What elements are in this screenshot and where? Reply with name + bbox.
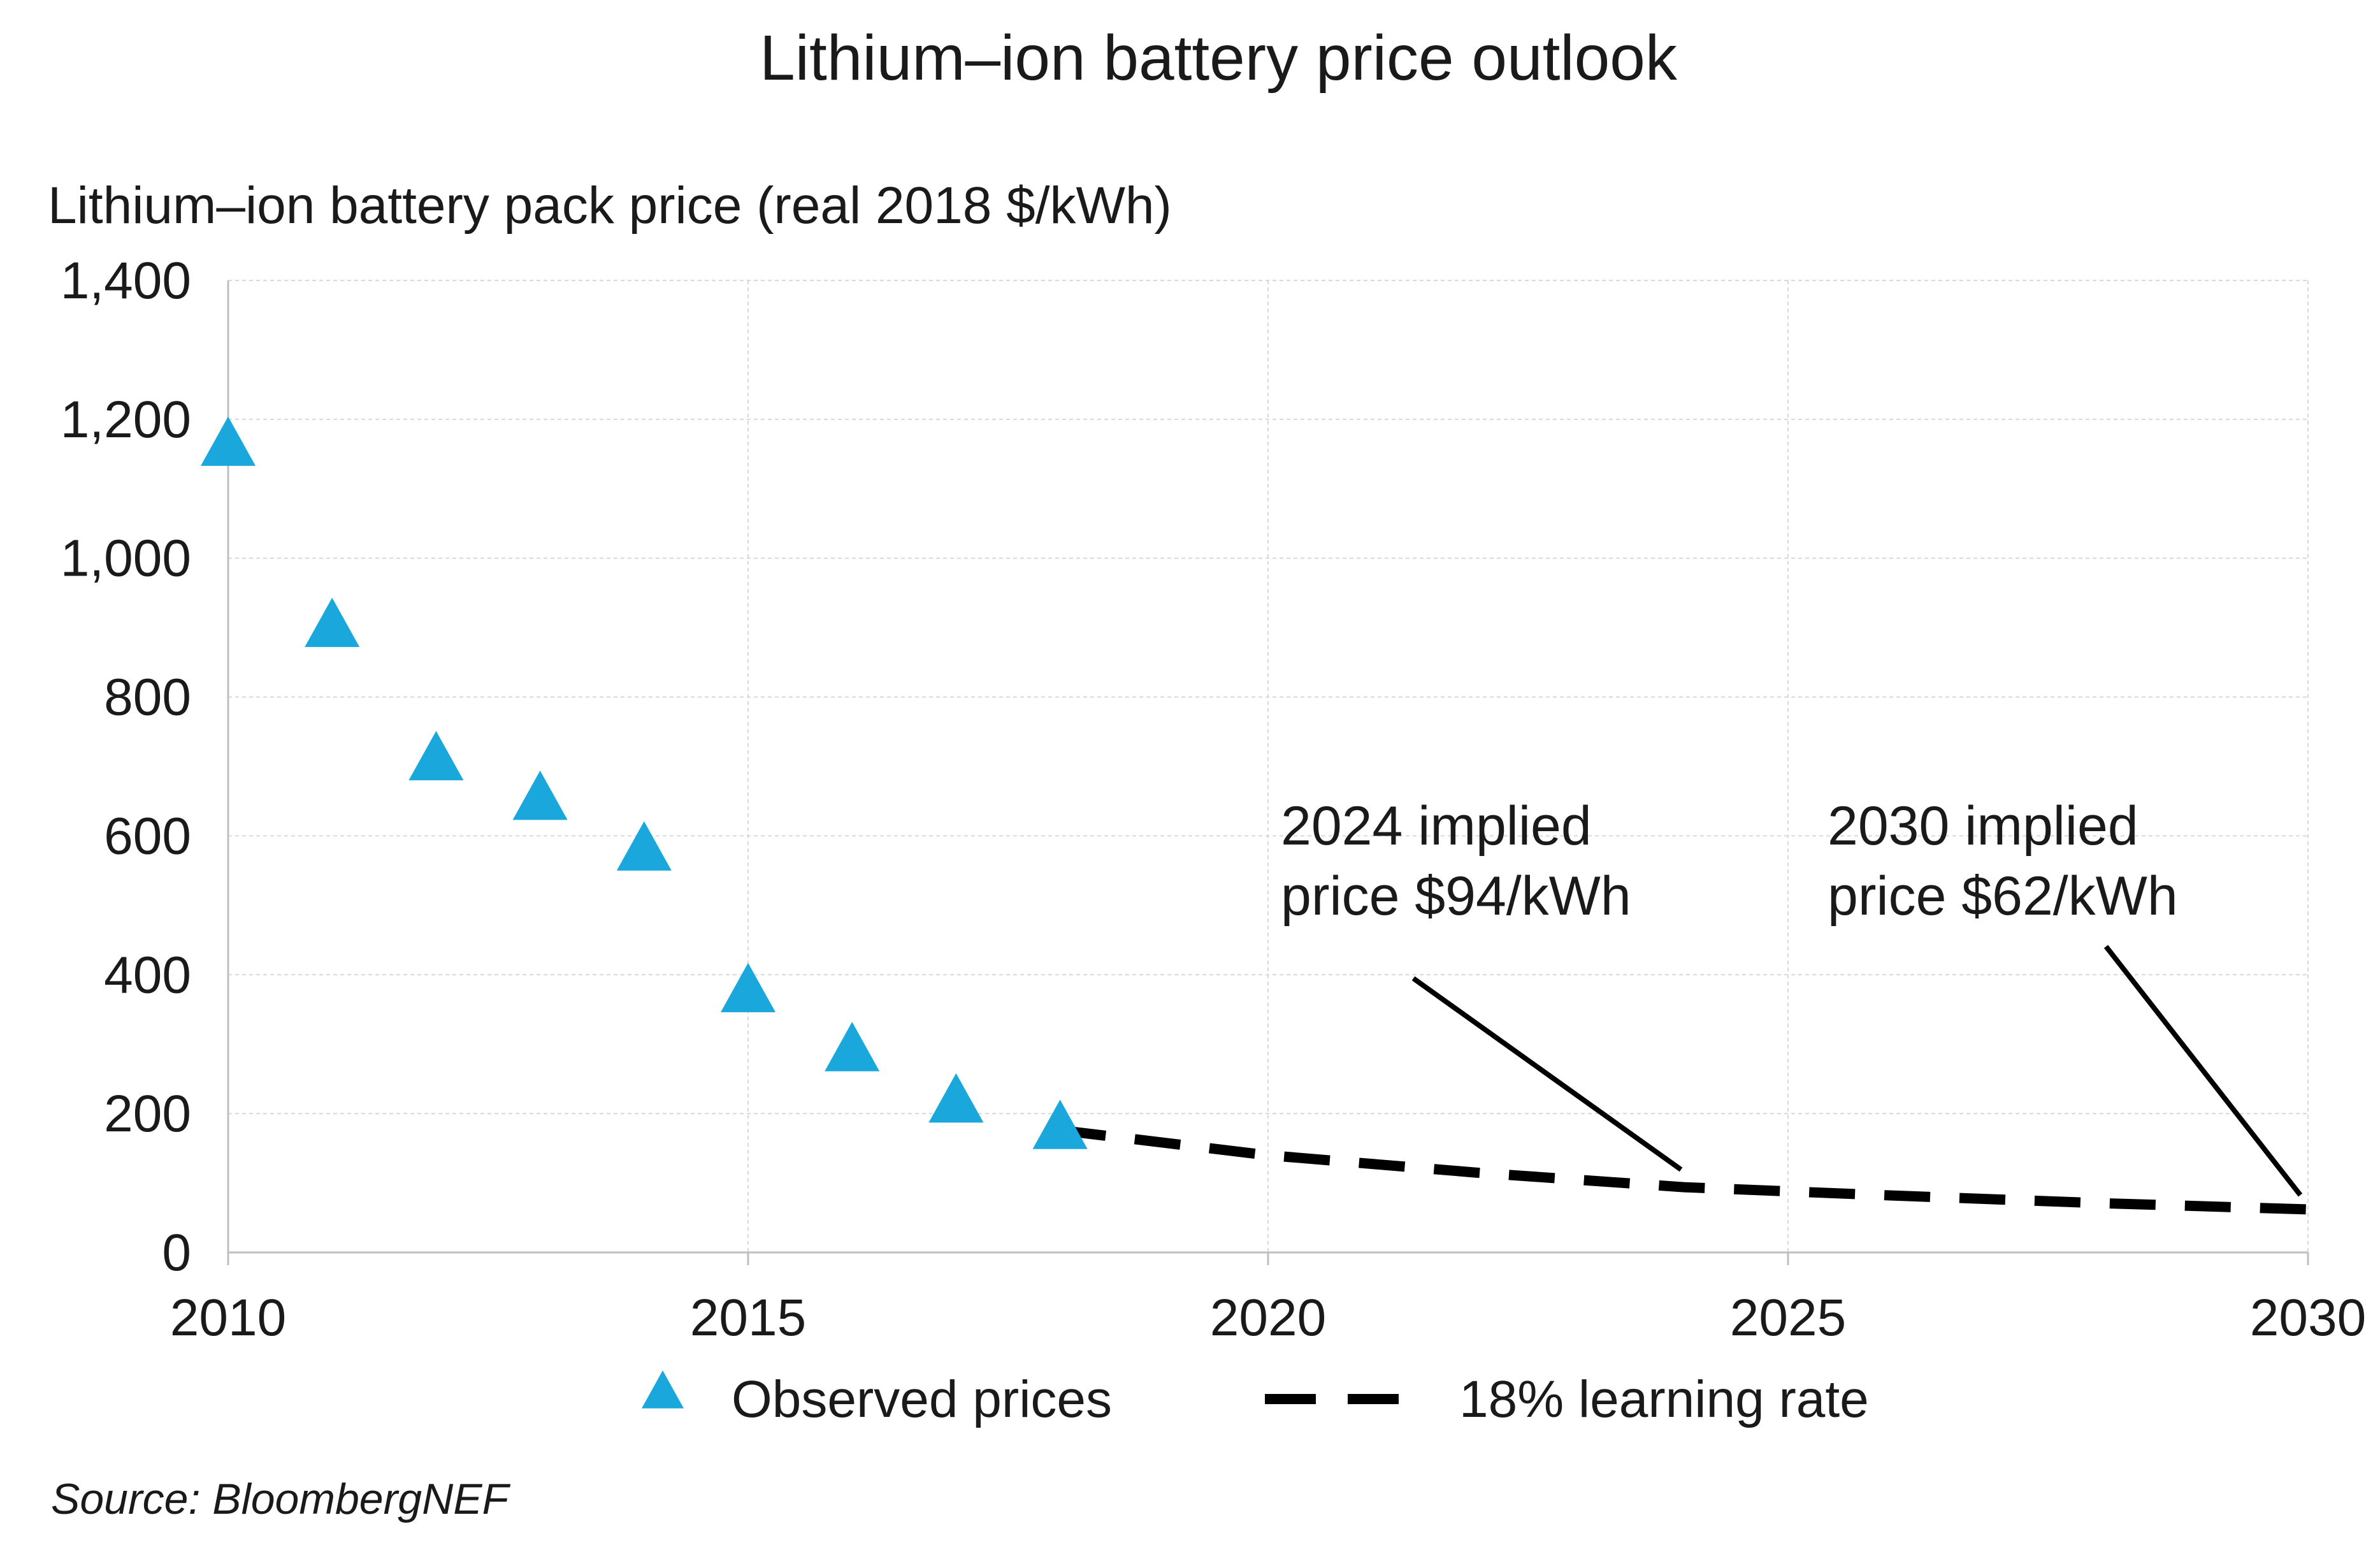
- grid: [228, 280, 2309, 1252]
- x-tick-label: 2015: [690, 1289, 806, 1347]
- annotation-text: 2030 implied: [1828, 795, 2138, 857]
- x-tick-labels: 2010 2015 2020 2025 2030: [170, 1289, 2366, 1347]
- y-tick-label: 1,000: [61, 530, 191, 588]
- y-tick-label: 800: [104, 669, 191, 727]
- observed-price-point: [721, 962, 775, 1013]
- observed-price-point: [1032, 1099, 1088, 1149]
- y-tick-label: 400: [104, 946, 191, 1004]
- annotation-text: price $94/kWh: [1281, 866, 1631, 927]
- x-tick-label: 2025: [1730, 1289, 1846, 1347]
- annotation-text: price $62/kWh: [1828, 866, 2178, 927]
- observed-price-point: [305, 597, 360, 648]
- learning-rate-series: [1059, 1125, 2309, 1215]
- x-tick-label: 2010: [170, 1289, 286, 1347]
- annotations: 2024 implied price $94/kWh 2030 implied pri…: [1281, 795, 2303, 1197]
- y-tick-label: 1,400: [61, 252, 191, 310]
- y-tick-label: 0: [162, 1224, 191, 1282]
- annotation-leader-line: [2103, 945, 2303, 1197]
- legend-triangle-icon: [642, 1370, 684, 1409]
- annotation-text: 2024 implied: [1281, 795, 1592, 857]
- y-tick-label: 1,200: [61, 391, 191, 449]
- source-note: Source: BloombergNEF: [51, 1475, 511, 1523]
- observed-price-point: [825, 1022, 880, 1071]
- observed-price-point: [408, 730, 464, 781]
- y-tick-labels: 0 200 400 600 800 1,000 1,200 1,400: [61, 252, 191, 1282]
- legend-label-learning-rate: 18% learning rate: [1459, 1370, 1869, 1428]
- legend: Observed prices 18% learning rate: [642, 1370, 1869, 1428]
- y-tick-label: 200: [104, 1085, 191, 1143]
- y-axis-label: Lithium–ion battery pack price (real 201…: [48, 177, 1172, 235]
- x-tick-label: 2020: [1210, 1289, 1326, 1347]
- chart-title: Lithium–ion battery price outlook: [760, 22, 1678, 94]
- observed-price-point: [201, 416, 256, 466]
- annotation-leader-line: [1411, 976, 1683, 1172]
- legend-label-observed: Observed prices: [732, 1370, 1112, 1428]
- observed-price-point: [616, 821, 672, 871]
- learning-rate-line: [1059, 1125, 2309, 1215]
- observed-price-point: [512, 770, 568, 820]
- observed-prices-series: [201, 416, 1088, 1149]
- y-tick-label: 600: [104, 807, 191, 865]
- x-tick-label: 2030: [2250, 1289, 2366, 1347]
- observed-price-point: [928, 1073, 984, 1123]
